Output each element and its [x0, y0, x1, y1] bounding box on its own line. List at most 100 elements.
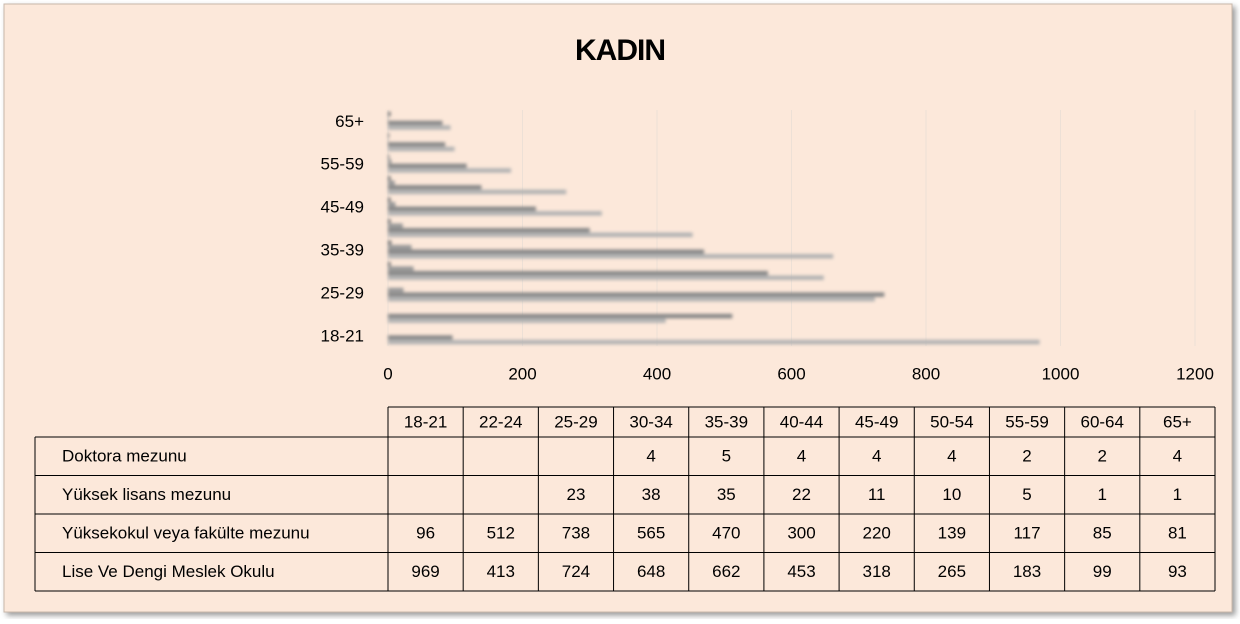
series-name: Doktora mezunu: [62, 447, 187, 466]
table-cell: 5: [722, 447, 731, 466]
table-cell: 738: [562, 524, 590, 543]
table-cell: 4: [872, 447, 881, 466]
bar: [388, 120, 443, 126]
bars: [388, 111, 1040, 345]
table-cell: 470: [712, 524, 740, 543]
x-tick-label: 600: [777, 364, 805, 383]
table-cell: 4: [646, 447, 655, 466]
bar: [388, 275, 824, 281]
table-cell: 453: [787, 562, 815, 581]
bar: [388, 270, 768, 276]
table-cell: 99: [1093, 562, 1112, 581]
table-header: 45-49: [855, 412, 898, 431]
bar: [388, 218, 391, 224]
x-tick-label: 200: [508, 364, 536, 383]
bar: [388, 335, 453, 340]
table-cell: 512: [487, 524, 515, 543]
table-header: 40-44: [780, 412, 823, 431]
bar: [388, 175, 391, 181]
bar: [388, 296, 875, 302]
x-tick-label: 0: [383, 364, 392, 383]
bar: [388, 185, 482, 190]
table-cell: 96: [416, 524, 435, 543]
background: [3, 3, 1233, 613]
bar: [388, 244, 412, 250]
bar: [388, 111, 391, 117]
table-cell: 10: [942, 485, 961, 504]
bar: [388, 232, 693, 238]
bar: [388, 137, 389, 143]
table-cell: 35: [717, 485, 736, 504]
bar: [388, 266, 414, 271]
table-cell: 318: [862, 562, 890, 581]
bar: [388, 211, 602, 216]
table-cell: 1: [1097, 485, 1106, 504]
bar: [388, 142, 446, 147]
table-header: 35-39: [705, 412, 748, 431]
table-cell: 23: [566, 485, 585, 504]
bar: [388, 146, 455, 152]
table-header: 18-21: [404, 412, 447, 431]
table-cell: 5: [1022, 485, 1031, 504]
bar: [388, 228, 590, 233]
bar: [388, 168, 512, 173]
bar: [388, 287, 404, 293]
bar: [388, 133, 390, 138]
series-name: Lise Ve Dengi Meslek Okulu: [62, 562, 275, 581]
table-header: 60-64: [1080, 412, 1123, 431]
table-cell: 1: [1173, 485, 1182, 504]
bar: [388, 125, 451, 130]
bar: [388, 292, 885, 297]
table-cell: 4: [797, 447, 806, 466]
table-cell: 38: [642, 485, 661, 504]
bar: [388, 163, 467, 169]
table-cell: 117: [1013, 524, 1040, 543]
series-name: Yüksek lisans mezunu: [62, 485, 231, 504]
bar: [388, 223, 403, 228]
bar: [388, 261, 391, 267]
bar: [388, 254, 834, 259]
table-header: 55-59: [1005, 412, 1048, 431]
table-cell: 413: [487, 562, 515, 581]
bar: [388, 240, 392, 245]
table-cell: 11: [868, 485, 886, 504]
bar: [388, 201, 396, 207]
table-cell: 648: [637, 562, 665, 581]
bar: [388, 180, 395, 186]
table-cell: 4: [1173, 447, 1182, 466]
bar: [388, 318, 666, 323]
table-cell: 93: [1168, 562, 1187, 581]
x-tick-label: 1000: [1042, 364, 1080, 383]
table-cell: 85: [1093, 524, 1112, 543]
y-tick-label: 25-29: [321, 283, 364, 302]
y-tick-label: 55-59: [321, 155, 364, 174]
table-cell: 565: [637, 524, 665, 543]
plot-area: 0 200 400 600 800 1000 1200 18-21 25-29 35-39 45-4…: [321, 110, 1214, 383]
y-tick-label: 65+: [335, 112, 364, 131]
bar: [388, 154, 390, 160]
table-cell: 139: [938, 524, 966, 543]
table-header: 25-29: [554, 412, 597, 431]
table-cell: 4: [947, 447, 956, 466]
table-cell: 969: [411, 562, 439, 581]
table-cell: 2: [1022, 447, 1031, 466]
bar: [388, 189, 567, 195]
table-cell: 724: [562, 562, 590, 581]
x-tick-label: 1200: [1176, 364, 1214, 383]
bar: [388, 313, 733, 319]
x-tick-label: 400: [643, 364, 671, 383]
table-header: 65+: [1163, 412, 1192, 431]
bar: [388, 116, 389, 121]
table-cell: 22: [792, 485, 811, 504]
table-header: 22-24: [479, 412, 522, 431]
series-name: Yüksekokul veya fakülte mezunu: [62, 524, 310, 543]
bar: [388, 159, 392, 164]
table-cell: 662: [712, 562, 740, 581]
x-tick-label: 800: [912, 364, 940, 383]
table-cell: 2: [1097, 447, 1106, 466]
table-cell: 220: [862, 524, 890, 543]
table-cell: 81: [1168, 524, 1187, 543]
bar: [388, 339, 1040, 345]
table-header: 30-34: [629, 412, 672, 431]
